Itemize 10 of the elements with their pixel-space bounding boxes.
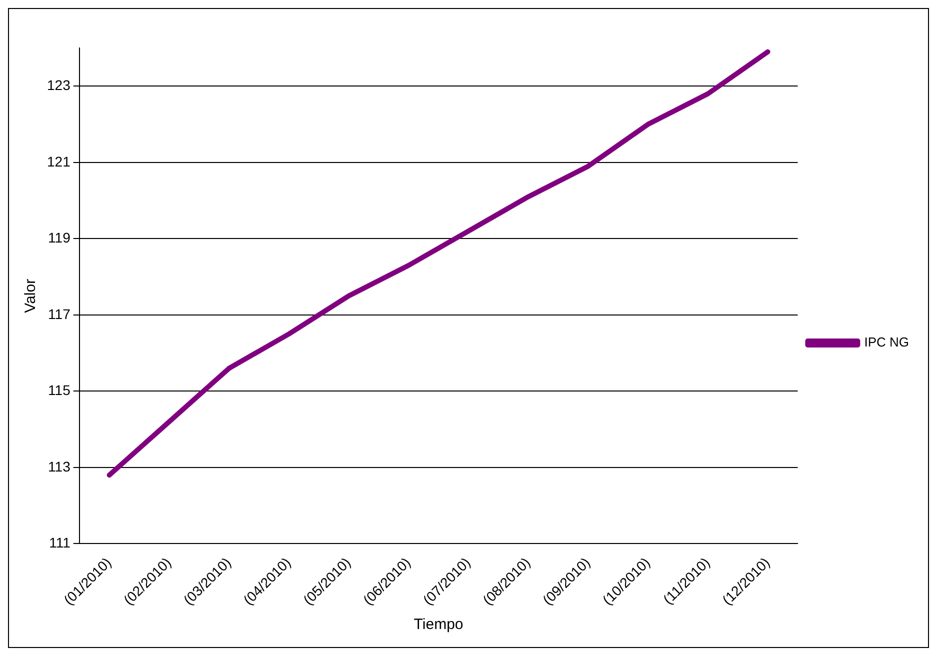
- y-tick-label: 115: [48, 382, 71, 398]
- legend-label: IPC NG: [864, 334, 910, 350]
- y-tick-label: 117: [48, 306, 71, 322]
- y-tick-label: 113: [48, 458, 71, 474]
- y-tick-label: 111: [49, 534, 71, 551]
- y-tick-label: 123: [47, 76, 71, 93]
- x-axis-title: Tiempo: [414, 616, 464, 634]
- y-tick-label: 121: [47, 153, 71, 170]
- y-axis-title: Valor: [22, 278, 40, 313]
- y-tick-label: 119: [48, 230, 71, 246]
